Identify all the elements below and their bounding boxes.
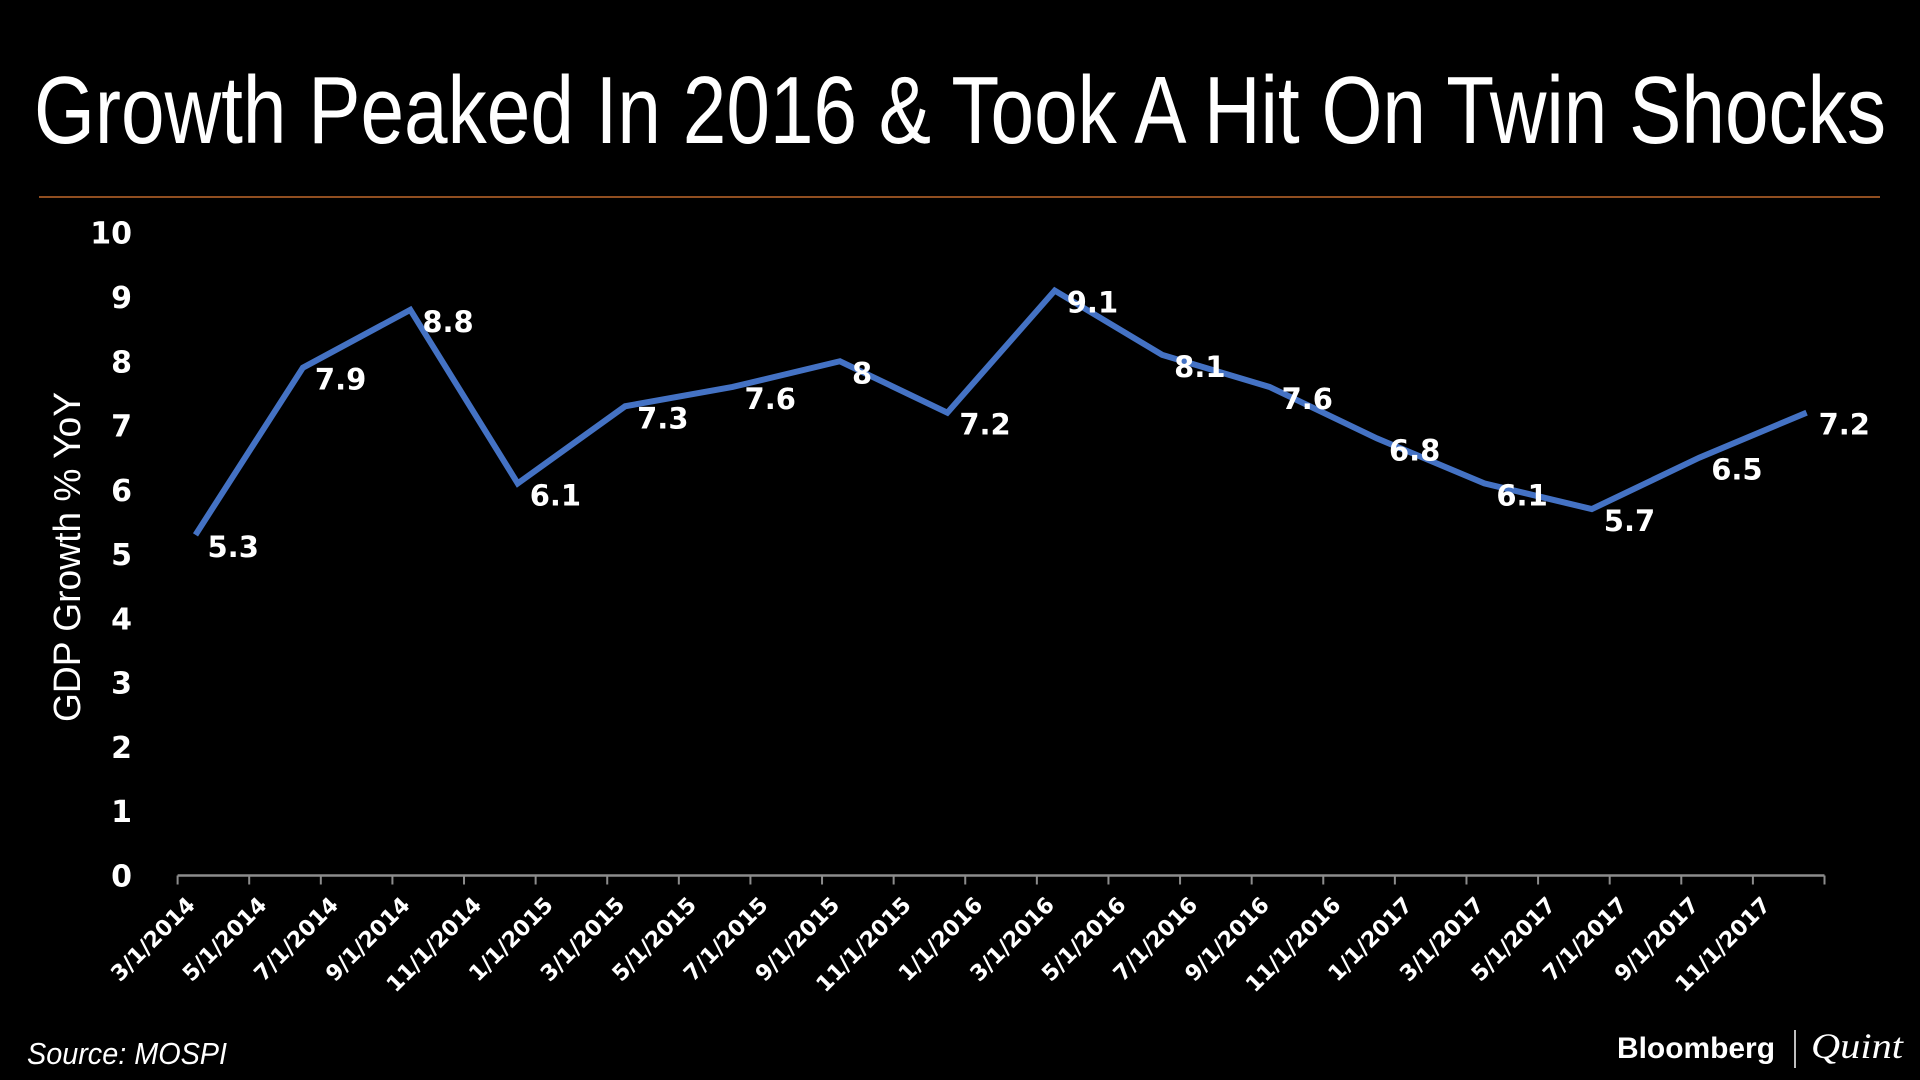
y-tick-label: 1 [111,795,132,830]
data-label: 5.7 [1604,504,1655,538]
data-label: 5.3 [208,530,259,564]
data-label: 8 [852,356,872,390]
data-label: 6.1 [1496,478,1547,512]
logo-bloomberg: Bloomberg [1617,1032,1775,1065]
logo-quint: Quint [1811,1026,1904,1066]
y-tick-label: 6 [111,474,132,509]
data-label: 6.1 [530,478,581,512]
y-tick-label: 3 [111,667,132,702]
y-tick-label: 8 [111,345,132,380]
data-label: 6.5 [1711,453,1762,487]
y-tick-label: 4 [111,602,132,637]
y-tick-label: 10 [90,217,132,252]
chart-title: Growth Peaked In 2016 & Took A Hit On Tw… [34,57,1886,164]
y-tick-labels: 0 1 2 3 4 5 6 7 8 9 10 [90,217,132,895]
data-label: 7.2 [959,408,1010,442]
y-tick-label: 9 [111,281,132,316]
data-label: 7.6 [745,382,796,416]
series-line [192,286,1808,537]
y-tick-label: 5 [111,538,132,573]
y-tick-label: 7 [111,410,132,445]
data-label: 7.2 [1819,408,1870,442]
y-axis-title: GDP Growth % YoY [47,392,89,722]
data-label: 7.6 [1282,382,1333,416]
data-label: 7.9 [315,363,366,397]
data-label: 7.3 [637,401,688,435]
source-note: Source: MOSPI [27,1036,227,1071]
data-label: 8.1 [1174,350,1225,384]
data-label: 6.8 [1389,433,1440,467]
data-label: 9.1 [1067,286,1118,320]
bloomberg-quint-logo: Bloomberg Quint [1617,1026,1904,1068]
series [192,286,1808,537]
y-tick-label: 2 [111,731,132,766]
y-tick-label: 0 [111,860,132,895]
data-label: 8.8 [422,305,473,339]
data-labels: 5.3 7.9 8.8 6.1 7.3 7.6 8 7.2 9.1 8.1 7.6 6.8 6.1 5.7… [208,286,1870,564]
